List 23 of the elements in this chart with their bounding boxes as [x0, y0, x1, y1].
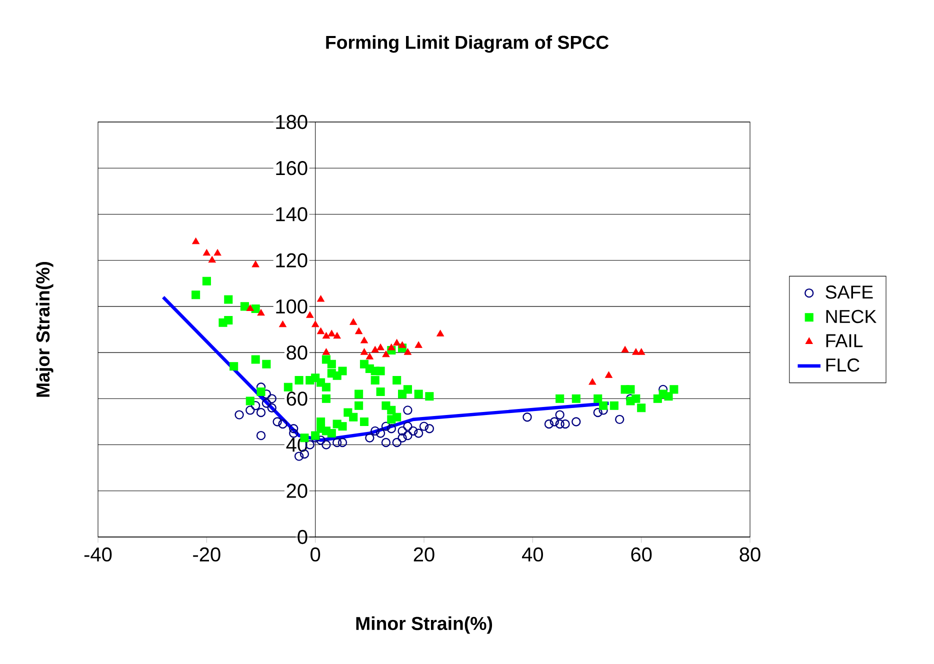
x-axis-title: Minor Strain(%): [356, 616, 492, 634]
legend-label: SAFE: [826, 286, 873, 299]
y-tick-label: 0: [298, 530, 308, 544]
y-tick-label: 160: [276, 161, 308, 176]
y-tick-label: 140: [276, 207, 308, 222]
y-tick-label: 20: [286, 484, 308, 498]
y-axis-title: Major Strain(%): [36, 262, 54, 397]
x-tick-label: 40: [522, 547, 543, 562]
chart-title: Forming Limit Diagram of SPCC: [326, 35, 609, 53]
y-tick-label: 180: [276, 114, 308, 130]
legend-label: NECK: [826, 310, 876, 324]
y-tick-label: 120: [276, 253, 308, 268]
x-tick-label: -20: [193, 547, 220, 562]
x-tick-label: -40: [84, 547, 112, 562]
legend-label: FLC: [826, 358, 860, 372]
x-tick-label: 20: [414, 547, 434, 562]
x-tick-label: 0: [310, 547, 320, 562]
x-tick-label: 80: [740, 547, 760, 562]
x-tick-label: 60: [631, 547, 652, 562]
y-tick-label: 60: [286, 392, 308, 406]
legend-label: FAIL: [826, 334, 863, 348]
y-tick-label: 80: [286, 345, 308, 360]
y-tick-label: 100: [276, 299, 308, 314]
